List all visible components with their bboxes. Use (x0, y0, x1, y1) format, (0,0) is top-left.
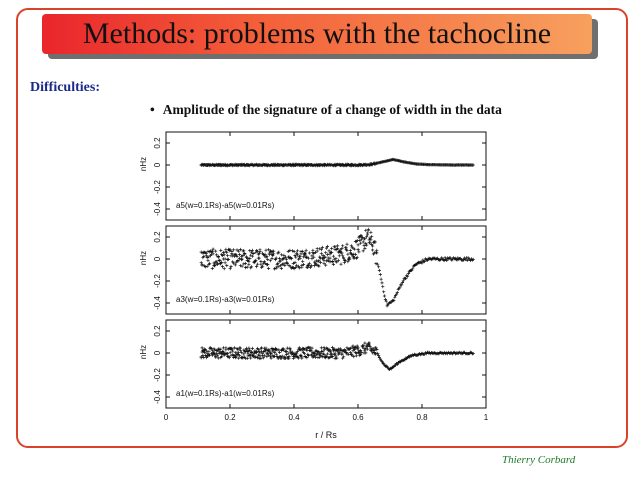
plot-frame-bottom (165, 319, 487, 409)
y-tick-label: -0.4 (153, 296, 162, 310)
section-heading: Difficulties: (30, 80, 100, 95)
slide-title: Methods: problems with the tachocline (82, 17, 552, 50)
plot-frame-top (165, 131, 487, 221)
data-points-middle (199, 227, 475, 308)
x-tick-label: 0.8 (416, 413, 428, 422)
plot-frame-middle (165, 225, 487, 315)
panel-annotation: a1(w=0.1Rs)-a1(w=0.01Rs) (176, 389, 275, 398)
x-axis-label: r / Rs (315, 430, 337, 440)
author-name: Thierry Corbard (502, 454, 576, 466)
data-points-bottom (199, 341, 475, 371)
panel-annotation: a3(w=0.1Rs)-a3(w=0.01Rs) (176, 295, 275, 304)
y-axis-label: nHz (139, 345, 148, 359)
x-tick-label: 0 (164, 413, 169, 422)
chart-figure: -0.4 -0.2 0 0.2 nHz a5(w=0.1Rs)-a5(w=0.01Rs) -… (130, 124, 500, 449)
panel-annotation: a5(w=0.1Rs)-a5(w=0.01Rs) (176, 201, 275, 210)
y-tick-label: 0.2 (153, 325, 162, 337)
y-tick-label: 0 (153, 256, 162, 261)
y-tick-label: 0.2 (153, 231, 162, 243)
chart-svg: -0.4 -0.2 0 0.2 nHz a5(w=0.1Rs)-a5(w=0.01Rs) -… (139, 131, 489, 440)
slide-frame (16, 8, 628, 448)
title-banner: Methods: problems with the tachocline (42, 14, 592, 54)
x-tick-label: 0.2 (224, 413, 236, 422)
y-tick-label: -0.2 (153, 368, 162, 382)
data-points-top (199, 157, 475, 168)
y-axis-label: nHz (139, 157, 148, 171)
y-tick-label: -0.2 (153, 180, 162, 194)
bullet-item: • Amplitude of the signature of a change … (150, 102, 502, 118)
y-tick-label: -0.4 (153, 390, 162, 404)
x-tick-label: 1 (484, 413, 489, 422)
bullet-icon: • (150, 102, 155, 117)
bullet-text: Amplitude of the signature of a change o… (162, 102, 502, 117)
y-tick-label: 0.2 (153, 137, 162, 149)
y-axis-label: nHz (139, 251, 148, 265)
y-tick-label: 0 (153, 162, 162, 167)
x-tick-label: 0.6 (352, 413, 364, 422)
y-tick-label: -0.2 (153, 274, 162, 288)
y-tick-label: -0.4 (153, 202, 162, 216)
y-tick-label: 0 (153, 350, 162, 355)
x-tick-label: 0.4 (288, 413, 300, 422)
